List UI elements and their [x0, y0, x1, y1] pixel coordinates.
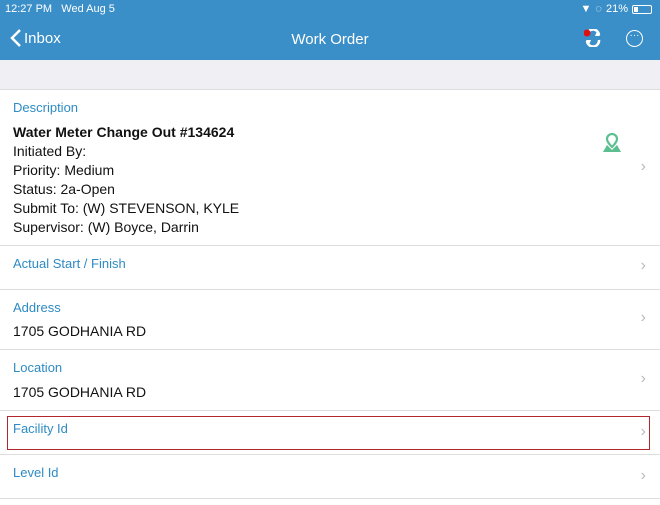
location-label: Location	[13, 360, 63, 375]
chevron-right-icon: ›	[640, 370, 646, 387]
battery-percent: 21%	[605, 3, 628, 15]
status-time: 12:27 PM Wed Aug 5	[5, 3, 115, 15]
address-value: 1705 GODHANIA RD	[13, 323, 147, 339]
page-title: Work Order	[291, 31, 369, 48]
chevron-right-icon: ›	[640, 257, 646, 274]
description-row[interactable]: Description Water Meter Change Out #1346…	[0, 90, 660, 246]
wifi-icon: ▼	[580, 3, 592, 15]
priority: Priority: Medium	[13, 162, 115, 178]
chevron-right-icon: ›	[640, 467, 646, 484]
chevron-right-icon: ›	[640, 423, 646, 440]
nav-bar: 12:27 PM Wed Aug 5 ▼ ◌ 21% Inbox Work Or…	[0, 0, 660, 60]
status-right: ▼ ◌ 21%	[581, 3, 652, 15]
map-pin-icon[interactable]	[602, 133, 622, 153]
back-label: Inbox	[24, 29, 61, 47]
description-value: Water Meter Change Out #134624 Initiated…	[13, 123, 239, 237]
level-id-label: Level Id	[13, 465, 59, 480]
chevron-left-icon	[10, 29, 21, 47]
address-row[interactable]: Address 1705 GODHANIA RD ›	[0, 290, 660, 350]
chevron-right-icon: ›	[640, 158, 646, 175]
actual-start-finish-label: Actual Start / Finish	[13, 256, 126, 271]
chevron-right-icon: ›	[640, 309, 646, 326]
location-value: 1705 GODHANIA RD	[13, 384, 147, 400]
facility-id-row[interactable]: Facility Id ›	[0, 411, 660, 455]
description-label: Description	[13, 100, 79, 115]
submit-to: Submit To: (W) STEVENSON, KYLE	[13, 200, 240, 216]
address-label: Address	[13, 300, 61, 315]
battery-icon	[632, 4, 652, 14]
actual-start-finish-row[interactable]: Actual Start / Finish ›	[0, 246, 660, 290]
supervisor: Supervisor: (W) Boyce, Darrin	[13, 219, 199, 235]
facility-id-label: Facility Id	[13, 421, 68, 436]
highlight-box	[7, 416, 650, 450]
back-button[interactable]: Inbox	[10, 29, 61, 47]
section-gap	[0, 60, 660, 90]
sync-icon[interactable]	[584, 29, 602, 47]
initiated-by: Initiated By:	[13, 143, 87, 159]
location-row[interactable]: Location 1705 GODHANIA RD ›	[0, 350, 660, 411]
status: Status: 2a-Open	[13, 181, 115, 197]
orientation-lock-icon: ◌	[595, 3, 602, 15]
more-icon[interactable]: ···	[626, 30, 643, 47]
level-id-row[interactable]: Level Id ›	[0, 455, 660, 499]
work-order-title: Water Meter Change Out #134624	[13, 124, 235, 140]
